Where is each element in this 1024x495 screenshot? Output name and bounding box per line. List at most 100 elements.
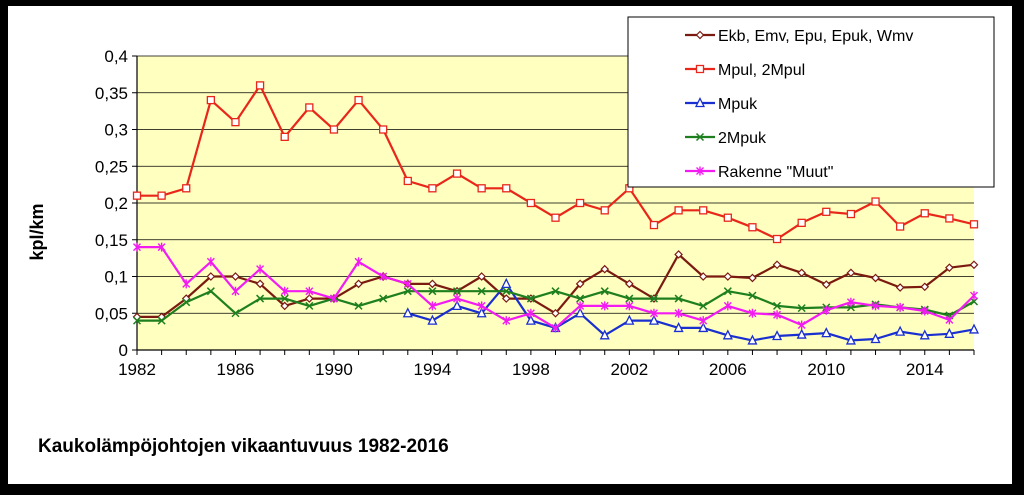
y-tick-label: 0,4 [104,47,128,66]
data-point [477,287,486,296]
data-point [649,220,659,230]
data-point [280,132,289,141]
data-point [576,301,585,311]
data-point [895,325,906,336]
data-point [945,315,954,325]
data-point [846,268,856,278]
data-point [403,279,412,289]
data-point [871,197,880,206]
data-point [600,264,610,274]
legend-item: Mpuk [685,96,758,113]
data-point [796,328,807,339]
chart-title: Kaukolämpöjohtojen vikaantuvuus 1982-201… [38,436,449,457]
line-chart: 0 0,05 0,1 0,15 0,2 0,25 0,3 0,35 0,4 1982 1986 199… [27,16,995,457]
data-point [157,242,166,252]
legend-label: Ekb, Emv, Epu, Epuk, Wmv [718,28,913,45]
data-point [797,218,806,227]
legend-item: Ekb, Emv, Epu, Epuk, Wmv [685,28,913,45]
chart-frame: 0 0,05 0,1 0,15 0,2 0,25 0,3 0,35 0,4 1982 1986 199… [8,6,1012,484]
data-point [773,310,782,320]
data-point [649,308,658,318]
data-point [773,301,782,310]
data-point [600,287,609,296]
data-point [945,263,954,273]
data-point [329,125,339,134]
data-point [797,320,806,330]
data-point [895,222,905,231]
data-point [231,118,240,127]
data-point [748,291,757,300]
data-point [945,214,954,223]
data-point [969,260,979,270]
data-point [920,209,929,218]
series-5 [133,242,978,333]
data-point [551,323,560,333]
data-point [871,301,880,311]
data-point [305,286,314,296]
data-point [526,198,536,208]
data-point [132,191,142,200]
data-point [723,301,732,311]
data-point [305,103,314,112]
legend-swatch-marker [695,132,705,142]
data-point [476,307,487,318]
y-tick-label: 0,1 [104,268,128,287]
data-point [132,316,142,325]
data-point [772,330,783,341]
data-point [157,191,166,200]
data-point [477,301,486,311]
data-point [427,314,438,325]
data-point [502,184,511,193]
data-point [182,279,191,289]
data-point [870,333,881,344]
data-point [969,220,979,229]
data-point [599,329,610,340]
data-point [698,272,708,281]
data-point [526,294,535,303]
data-point [428,301,437,311]
data-point [403,176,412,186]
data-point [970,291,978,301]
data-point [748,308,757,318]
data-point [133,242,141,252]
legend-swatch-marker [694,97,706,108]
data-point [575,307,586,318]
data-point [256,294,265,303]
data-point [772,234,782,244]
data-point [821,280,831,289]
data-point [329,294,338,304]
data-point [674,294,683,303]
data-point [674,206,683,215]
data-point [379,294,388,303]
data-point [206,257,215,267]
data-point [772,260,782,270]
x-tick-label: 1982 [118,360,156,379]
x-tick-label: 2010 [807,360,845,379]
data-point [699,301,708,310]
data-point [477,184,486,193]
data-point [576,294,585,303]
y-axis-label: kpl/km [27,203,47,260]
data-point [968,323,980,334]
data-point [846,209,856,219]
data-point [649,294,659,303]
data-point [723,213,732,222]
data-point [255,279,265,289]
data-point [182,298,191,307]
y-tick-label: 0,05 [95,304,128,323]
data-point [452,287,462,296]
data-point [722,329,733,340]
data-point [501,277,512,289]
data-point [699,316,708,326]
data-point [231,272,240,281]
data-point [600,206,609,215]
legend-item: Mpul, 2Mpul [685,62,805,79]
legend-label: 2Mpuk [718,130,767,147]
data-point [231,309,240,318]
legend-swatch-marker [695,64,705,74]
data-point [674,308,683,318]
data-point [871,273,880,283]
data-point [157,316,166,325]
data-point [748,223,757,232]
data-point [403,287,412,296]
